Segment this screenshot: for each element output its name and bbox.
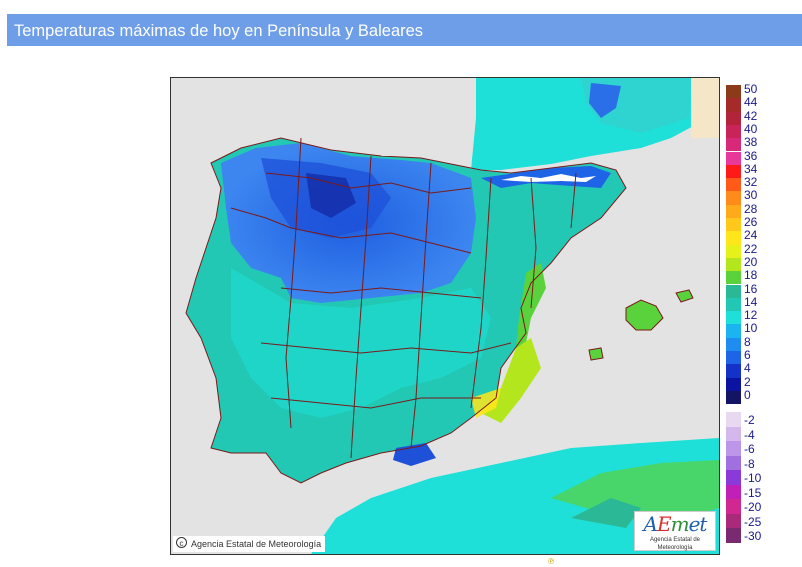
legend-swatch <box>726 85 741 99</box>
legend-swatch <box>726 257 741 272</box>
legend-tick-label: 40 <box>744 121 758 136</box>
legend-swatch <box>726 191 741 205</box>
legend-tick-label: -8 <box>744 456 755 471</box>
legend-swatch <box>726 204 741 218</box>
legend-swatch <box>726 111 741 125</box>
legend-swatch <box>726 499 741 514</box>
legend-swatch <box>726 390 741 405</box>
legend-swatch <box>726 271 741 285</box>
temperature-map: c Agencia Estatal de Meteorología AEmet … <box>170 77 720 555</box>
legend-swatch <box>726 124 741 139</box>
legend-swatch <box>726 297 741 312</box>
legend-tick-label: -30 <box>744 529 762 544</box>
legend-tick-label: 24 <box>744 228 758 243</box>
legend-tick-label: -2 <box>744 413 755 428</box>
france-east-strip <box>691 78 719 138</box>
legend-swatch <box>726 426 741 442</box>
stray-mark: ℗ <box>547 557 555 566</box>
temperature-legend: 50 44 42 40 38 36 34 32 30 28 26 24 22 20 18 16 14 12 10 8 6… <box>724 82 802 555</box>
map-canvas <box>171 78 719 554</box>
legend-tick-label: 36 <box>744 148 758 163</box>
legend-swatch <box>726 441 741 456</box>
legend-tick-label: 18 <box>744 268 758 283</box>
legend-tick-label: -15 <box>744 485 762 500</box>
legend-swatch <box>726 377 741 391</box>
ibiza <box>589 348 603 360</box>
legend-swatch <box>726 244 741 258</box>
legend-swatch <box>726 364 741 378</box>
legend-tick-label: -10 <box>744 471 762 486</box>
aemet-logo: AEmet Agencia Estatal de Meteorología <box>634 511 716 551</box>
legend-swatch <box>726 513 741 529</box>
legend-tick-label: 4 <box>744 361 751 376</box>
legend-swatch <box>726 324 741 338</box>
legend-tick-label: 44 <box>744 95 758 110</box>
legend-tick-label: 0 <box>744 387 751 402</box>
legend-tick-label: 22 <box>744 241 758 256</box>
copyright-credit: c Agencia Estatal de Meteorología <box>173 536 326 552</box>
legend-tick-label: 8 <box>744 334 751 349</box>
legend-tick-label: 2 <box>744 374 751 389</box>
legend-tick-label: 14 <box>744 294 758 309</box>
legend-tick-label: 28 <box>744 201 758 216</box>
legend-tick-label: -25 <box>744 514 762 529</box>
legend-swatch <box>726 528 741 543</box>
legend-tick-label: -4 <box>744 427 755 442</box>
legend-tick-label: 32 <box>744 175 758 190</box>
page-title-bar: Temperaturas máximas de hoy en Península… <box>7 14 802 46</box>
legend-tick-label: -20 <box>744 500 762 515</box>
legend-tick-label: 26 <box>744 215 758 229</box>
page-title: Temperaturas máximas de hoy en Península… <box>14 22 424 40</box>
legend-swatch <box>726 484 741 500</box>
legend-tick-label: 38 <box>744 135 758 150</box>
logo-subtitle: Agencia Estatal de Meteorología <box>649 537 701 551</box>
legend-tick-label: 16 <box>744 281 758 296</box>
legend-swatch <box>726 138 741 152</box>
legend-swatch <box>726 412 741 427</box>
copyright-icon: c <box>176 537 187 548</box>
legend-swatch <box>726 284 741 298</box>
legend-tick-label: 34 <box>744 161 758 176</box>
legend-swatch <box>726 151 741 165</box>
legend-tick-label: 10 <box>744 321 758 336</box>
legend-tick-label: 12 <box>744 308 758 323</box>
legend-tick-label: 30 <box>744 188 758 203</box>
province-borders <box>185 137 694 484</box>
legend-tick-label: 6 <box>744 348 751 362</box>
legend-swatch <box>726 218 741 232</box>
legend-swatch <box>726 164 741 179</box>
legend-swatch <box>726 337 741 351</box>
legend-swatch <box>726 311 741 325</box>
legend-tick-label: -6 <box>744 442 755 457</box>
legend-swatch <box>726 470 741 485</box>
legend-tick-label: 20 <box>744 254 758 269</box>
legend-swatch <box>726 231 741 245</box>
legend-tick-label: 42 <box>744 108 758 123</box>
legend-swatch <box>726 178 741 192</box>
legend-tick-label: 50 <box>744 82 758 96</box>
mallorca <box>626 300 663 330</box>
legend-swatch <box>726 98 741 112</box>
legend-swatch <box>726 455 741 471</box>
logo-wordmark: AEmet <box>643 512 708 536</box>
credit-text: Agencia Estatal de Meteorología <box>191 539 322 549</box>
legend-swatch <box>726 351 741 365</box>
